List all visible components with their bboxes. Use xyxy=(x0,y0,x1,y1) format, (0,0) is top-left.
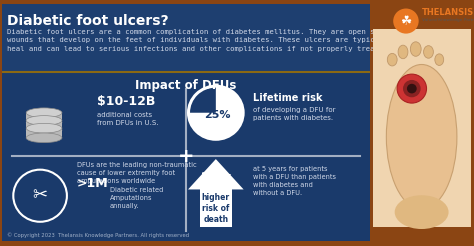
Text: Diabetic foot ulcers?: Diabetic foot ulcers? xyxy=(7,14,169,28)
Circle shape xyxy=(403,80,420,97)
Ellipse shape xyxy=(395,195,448,229)
Text: >1M: >1M xyxy=(77,177,109,190)
Text: Diabetic foot ulcers are a common complication of diabetes mellitus. They are op: Diabetic foot ulcers are a common compli… xyxy=(7,29,428,52)
FancyBboxPatch shape xyxy=(26,113,62,122)
Circle shape xyxy=(188,86,244,140)
Text: higher
risk of
death: higher risk of death xyxy=(202,193,230,224)
Text: ✂: ✂ xyxy=(33,187,48,205)
Text: 25%: 25% xyxy=(205,110,231,120)
Circle shape xyxy=(407,84,417,93)
Text: additional costs
from DFUs in U.S.: additional costs from DFUs in U.S. xyxy=(97,111,158,125)
Circle shape xyxy=(393,9,419,34)
Ellipse shape xyxy=(435,54,444,65)
Text: at 5 years for patients
with a DFU than patients
with diabetes and
without a DFU: at 5 years for patients with a DFU than … xyxy=(253,166,336,196)
Text: Valued Knowledge Partners: Valued Knowledge Partners xyxy=(422,18,474,22)
Text: 2.5x: 2.5x xyxy=(201,171,231,184)
Circle shape xyxy=(397,74,427,103)
Ellipse shape xyxy=(386,64,457,209)
FancyBboxPatch shape xyxy=(373,29,471,227)
Ellipse shape xyxy=(398,45,408,59)
FancyBboxPatch shape xyxy=(26,121,62,130)
FancyBboxPatch shape xyxy=(2,72,370,241)
Text: +: + xyxy=(178,147,194,166)
Ellipse shape xyxy=(387,53,397,66)
Wedge shape xyxy=(190,88,216,113)
Text: of developing a DFU for
patients with diabetes.: of developing a DFU for patients with di… xyxy=(253,107,335,121)
Text: Impact of DFUs: Impact of DFUs xyxy=(136,79,237,92)
Ellipse shape xyxy=(424,46,433,58)
Ellipse shape xyxy=(26,125,62,135)
Text: $10-12B: $10-12B xyxy=(97,95,155,108)
Text: © Copyright 2023  Thelansis Knowledge Partners. All rights reserved: © Copyright 2023 Thelansis Knowledge Par… xyxy=(7,232,190,238)
FancyBboxPatch shape xyxy=(26,128,62,138)
FancyBboxPatch shape xyxy=(200,189,232,227)
FancyBboxPatch shape xyxy=(2,4,370,72)
Ellipse shape xyxy=(26,118,62,127)
Text: Diabetic related
Amputations
annually.: Diabetic related Amputations annually. xyxy=(109,187,163,209)
Ellipse shape xyxy=(410,42,421,56)
Ellipse shape xyxy=(26,133,62,143)
Ellipse shape xyxy=(26,116,62,125)
Polygon shape xyxy=(188,159,244,189)
Text: ☘: ☘ xyxy=(401,15,411,28)
Text: THELANSIS: THELANSIS xyxy=(422,8,474,17)
Ellipse shape xyxy=(26,123,62,133)
Text: DFUs are the leading non-traumatic
cause of lower extremity foot
amputations wor: DFUs are the leading non-traumatic cause… xyxy=(77,162,196,184)
Ellipse shape xyxy=(26,108,62,118)
Text: Lifetime risk: Lifetime risk xyxy=(253,93,322,103)
